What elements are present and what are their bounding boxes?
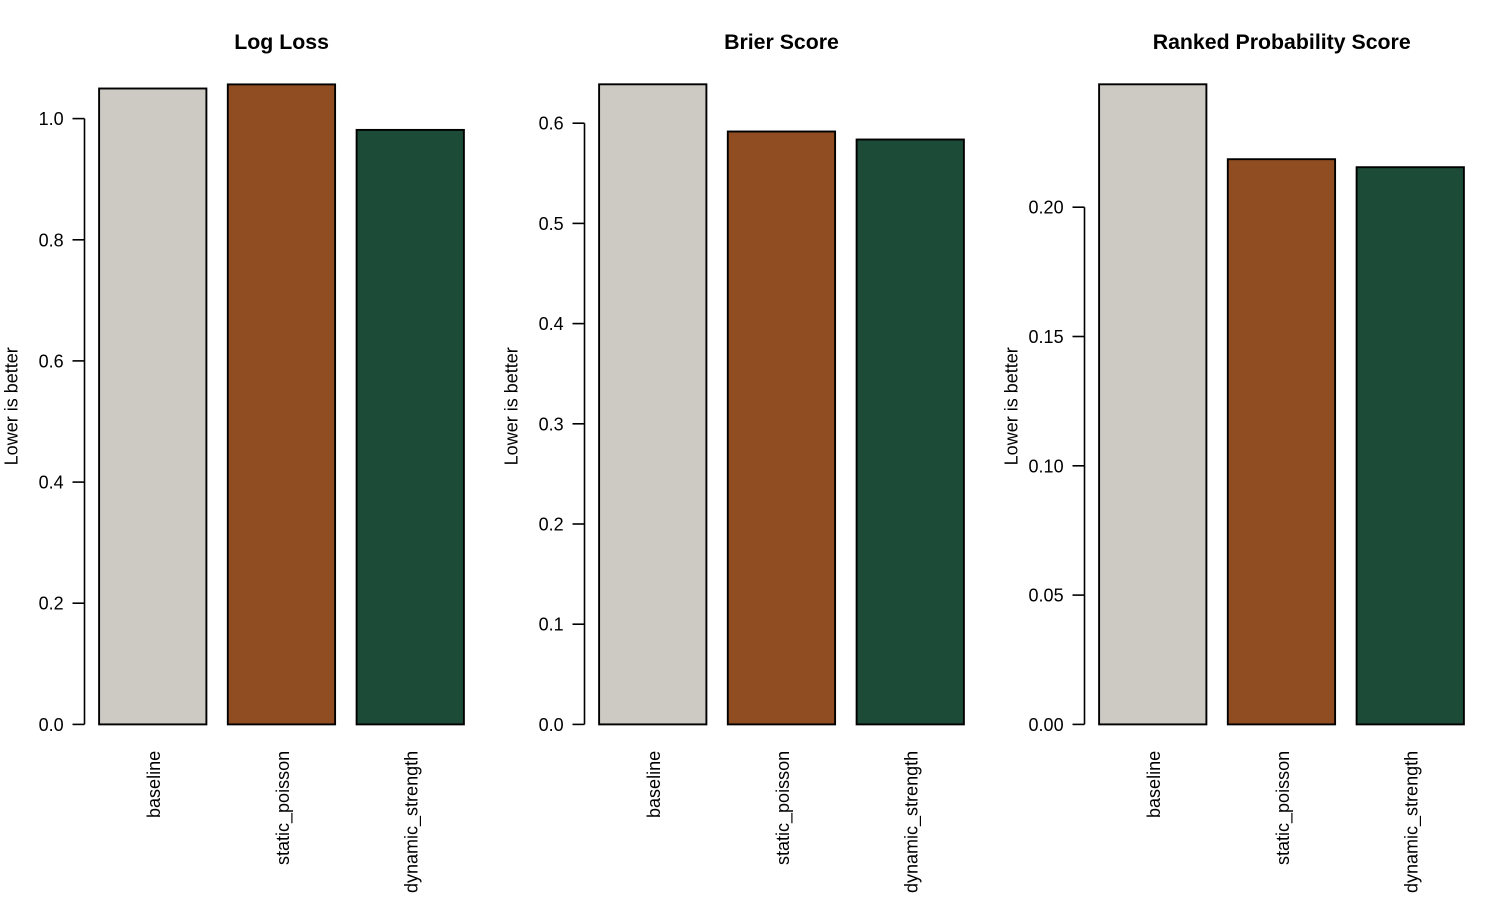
svg-text:0.10: 0.10 xyxy=(1029,456,1064,476)
svg-text:0.3: 0.3 xyxy=(539,414,564,434)
svg-text:0.1: 0.1 xyxy=(539,615,564,635)
svg-text:0.00: 0.00 xyxy=(1029,715,1064,735)
svg-text:dynamic_strength: dynamic_strength xyxy=(1402,751,1423,893)
svg-text:static_poisson: static_poisson xyxy=(273,751,294,865)
svg-text:0.8: 0.8 xyxy=(39,230,64,250)
svg-text:0.05: 0.05 xyxy=(1029,586,1064,606)
svg-text:0.2: 0.2 xyxy=(539,515,564,535)
svg-text:baseline: baseline xyxy=(1144,751,1164,818)
svg-text:baseline: baseline xyxy=(144,751,164,818)
svg-text:Lower is better: Lower is better xyxy=(502,347,522,465)
svg-text:Brier Score: Brier Score xyxy=(724,30,839,54)
svg-text:0.0: 0.0 xyxy=(539,715,564,735)
svg-text:0.6: 0.6 xyxy=(39,351,64,371)
svg-text:Lower is better: Lower is better xyxy=(2,347,22,465)
svg-text:Ranked Probability Score: Ranked Probability Score xyxy=(1153,30,1411,54)
svg-text:dynamic_strength: dynamic_strength xyxy=(402,751,423,893)
svg-text:0.4: 0.4 xyxy=(539,314,564,334)
svg-text:Lower is better: Lower is better xyxy=(1002,347,1022,465)
svg-text:0.15: 0.15 xyxy=(1029,327,1064,347)
svg-text:0.4: 0.4 xyxy=(39,473,64,493)
svg-text:static_poisson: static_poisson xyxy=(773,751,794,865)
svg-text:0.0: 0.0 xyxy=(39,715,64,735)
svg-text:Log Loss: Log Loss xyxy=(234,30,329,54)
svg-text:static_poisson: static_poisson xyxy=(1273,751,1294,865)
svg-text:dynamic_strength: dynamic_strength xyxy=(902,751,923,893)
svg-text:baseline: baseline xyxy=(644,751,664,818)
svg-text:0.6: 0.6 xyxy=(539,114,564,134)
svg-text:0.2: 0.2 xyxy=(39,594,64,614)
svg-text:0.20: 0.20 xyxy=(1029,198,1064,218)
svg-text:1.0: 1.0 xyxy=(39,109,64,129)
svg-text:0.5: 0.5 xyxy=(539,214,564,234)
